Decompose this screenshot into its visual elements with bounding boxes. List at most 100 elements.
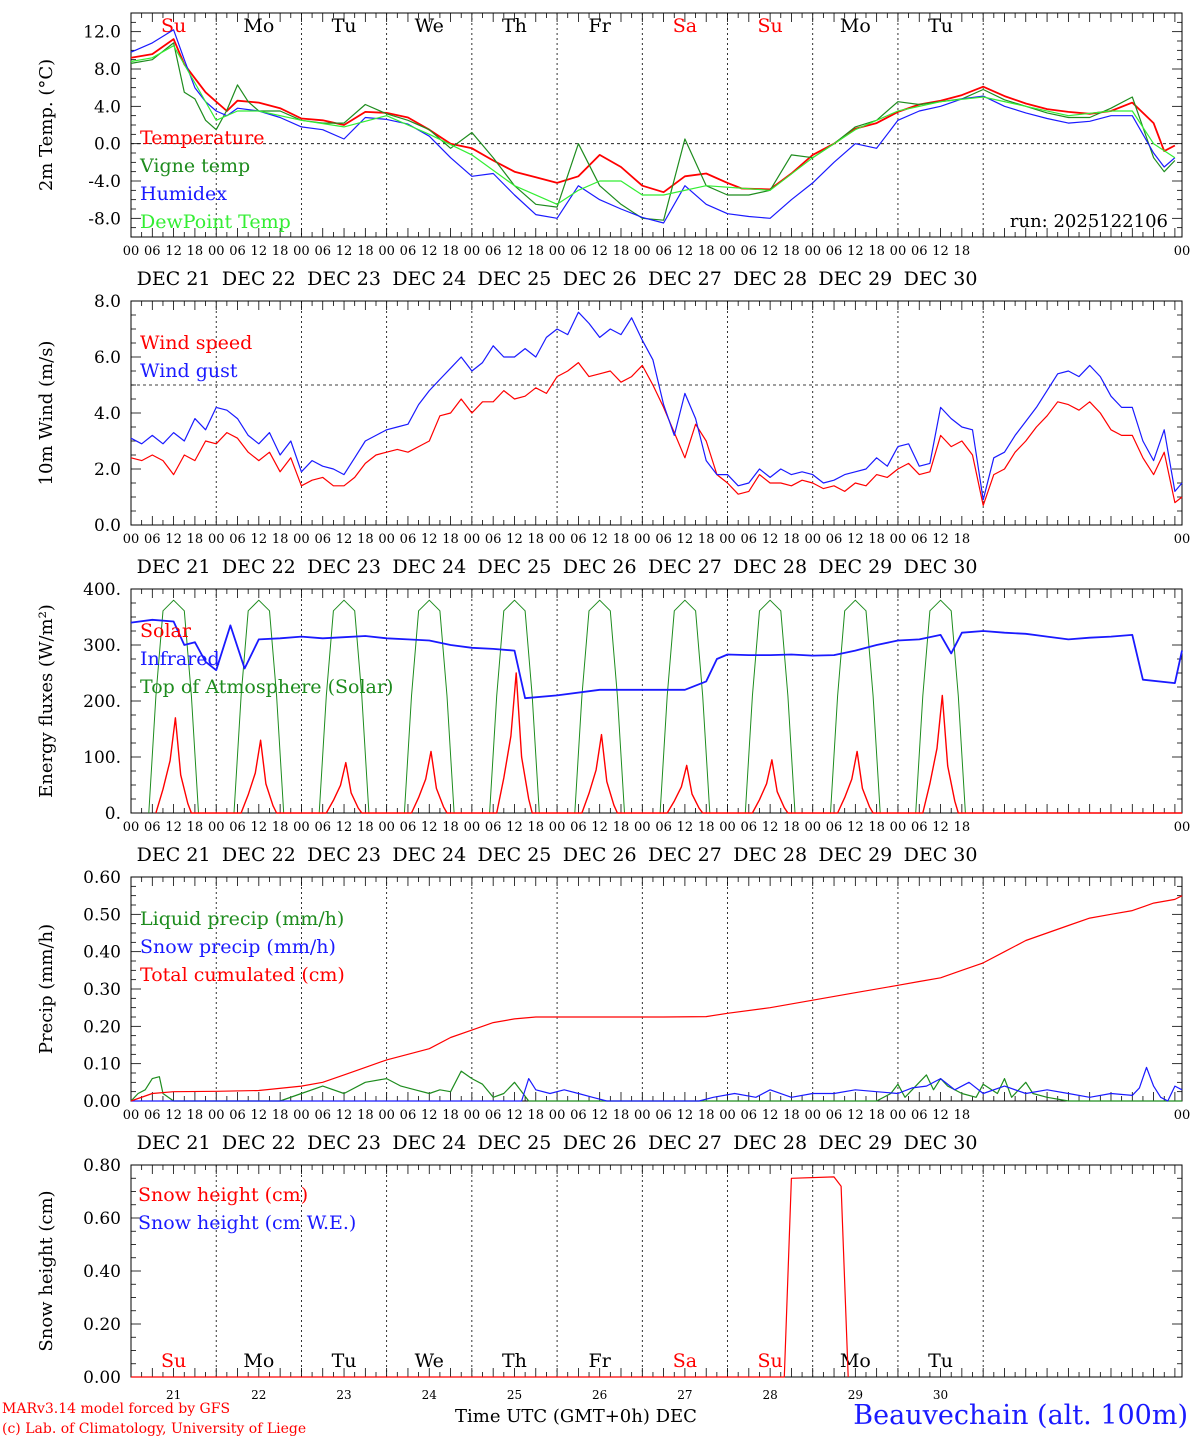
y-tick-label: 0.0: [94, 135, 121, 155]
hour-tick-label: 06: [741, 532, 758, 547]
y-tick-label: 300.: [83, 636, 121, 656]
hour-tick-label: 06: [400, 532, 417, 547]
hour-tick-label: 12: [847, 1108, 864, 1123]
hour-tick-label: 00: [634, 532, 651, 547]
hour-tick-label: 00: [464, 820, 481, 835]
hour-tick-label: 00: [804, 1108, 821, 1123]
hour-tick-label: 18: [442, 1108, 459, 1123]
hour-tick-label: 12: [932, 532, 949, 547]
hour-tick-label: 12: [165, 532, 182, 547]
hour-tick-label: 12: [847, 532, 864, 547]
hour-tick-label: 18: [868, 532, 885, 547]
y-tick-label: 0.30: [83, 980, 121, 1000]
hour-tick-label: 06: [826, 1108, 843, 1123]
date-label: DEC 22: [222, 1132, 296, 1154]
hour-tick-label: 06: [229, 1108, 246, 1123]
y-tick-label: 0.00: [83, 1092, 121, 1112]
day-of-week-label: We: [415, 1350, 444, 1372]
day-of-week-label: Su: [161, 1350, 186, 1372]
hour-tick-label: 00: [293, 1108, 310, 1123]
date-label: DEC 25: [478, 844, 552, 866]
hour-tick-label: 00: [378, 820, 395, 835]
hour-tick-label: 12: [847, 244, 864, 259]
day-number-label: 27: [677, 1388, 692, 1402]
hour-tick-label: 06: [400, 820, 417, 835]
day-of-week-label: Mo: [243, 1350, 274, 1372]
hour-tick-label: 18: [272, 244, 289, 259]
hour-tick-label: 00: [123, 244, 140, 259]
day-number-label: 21: [166, 1388, 181, 1402]
date-label: DEC 23: [307, 1132, 381, 1154]
hour-tick-label: 12: [506, 244, 523, 259]
hour-tick-label: 06: [655, 1108, 672, 1123]
hour-tick-label: 18: [357, 820, 374, 835]
hour-tick-label: 06: [741, 1108, 758, 1123]
hour-tick-label: 18: [272, 1108, 289, 1123]
hour-tick-label: 18: [528, 1108, 545, 1123]
hour-tick-label: 18: [698, 532, 715, 547]
legend-snow-precip-mm-h-: Snow precip (mm/h): [140, 936, 336, 958]
day-number-label: 24: [422, 1388, 438, 1402]
hour-tick-label: 06: [655, 820, 672, 835]
y-tick-label: 0.00: [83, 1368, 121, 1388]
hour-tick-label: 12: [506, 532, 523, 547]
date-label: DEC 26: [563, 1132, 637, 1154]
hour-tick-label: 06: [314, 1108, 331, 1123]
hour-tick-label: 06: [229, 532, 246, 547]
date-label: DEC 23: [307, 556, 381, 578]
hour-tick-label: 00: [293, 244, 310, 259]
hour-tick-label: 18: [357, 532, 374, 547]
hour-tick-label: 00: [208, 532, 225, 547]
run-label: run: 2025122106: [1010, 211, 1168, 232]
hour-tick-label: 00: [293, 820, 310, 835]
date-label: DEC 25: [478, 1132, 552, 1154]
series-line-dewpoint-temp: [130, 45, 1176, 205]
date-label: DEC 22: [222, 268, 296, 290]
y-tick-label: 0.60: [83, 868, 121, 888]
day-number-label: 25: [507, 1388, 522, 1402]
date-label: DEC 23: [307, 268, 381, 290]
hour-tick-label: 00: [719, 244, 736, 259]
hour-tick-label: 00: [719, 532, 736, 547]
date-label: DEC 28: [733, 1132, 807, 1154]
date-label: DEC 21: [137, 1132, 211, 1154]
hour-tick-label: 00: [1174, 244, 1191, 259]
hour-tick-label: 00: [464, 532, 481, 547]
hour-tick-label: 18: [357, 1108, 374, 1123]
hour-tick-label: 00: [378, 532, 395, 547]
y-tick-label: 8.0: [94, 292, 121, 312]
day-number-label: 22: [251, 1388, 266, 1402]
legend-liquid-precip-mm-h-: Liquid precip (mm/h): [140, 908, 344, 930]
y-axis-label: Snow height (cm): [36, 1190, 57, 1351]
y-tick-label: 0.: [105, 804, 121, 824]
hour-tick-label: 12: [762, 820, 779, 835]
day-of-week-label: Mo: [840, 1350, 871, 1372]
y-tick-label: -4.0: [88, 172, 121, 192]
hour-tick-label: 00: [208, 244, 225, 259]
legend-toa-solar: Top of Atmosphere (Solar): [140, 676, 393, 698]
y-axis-label: 10m Wind (m/s): [36, 341, 57, 486]
y-tick-label: 0.0: [94, 516, 121, 536]
hour-tick-label: 06: [485, 244, 502, 259]
hour-tick-label: 06: [655, 532, 672, 547]
panel-frame-energy: [130, 588, 1183, 814]
hour-tick-label: 06: [144, 244, 161, 259]
series-line-humidex: [130, 29, 1176, 224]
day-of-week-label: Su: [161, 15, 186, 37]
day-number-label: 28: [762, 1388, 777, 1402]
hour-tick-label: 12: [251, 532, 268, 547]
hour-tick-label: 00: [719, 820, 736, 835]
hour-tick-label: 12: [421, 244, 438, 259]
hour-tick-label: 18: [954, 1108, 971, 1123]
hour-tick-label: 18: [954, 532, 971, 547]
day-number-label: 29: [848, 1388, 863, 1402]
hour-tick-label: 12: [421, 820, 438, 835]
hour-tick-label: 12: [165, 244, 182, 259]
hour-tick-label: 00: [549, 244, 566, 259]
hour-tick-label: 00: [378, 244, 395, 259]
y-tick-label: 8.0: [94, 60, 121, 80]
hour-tick-label: 18: [528, 820, 545, 835]
y-tick-label: 0.20: [83, 1017, 121, 1037]
hour-tick-label: 18: [187, 1108, 204, 1123]
